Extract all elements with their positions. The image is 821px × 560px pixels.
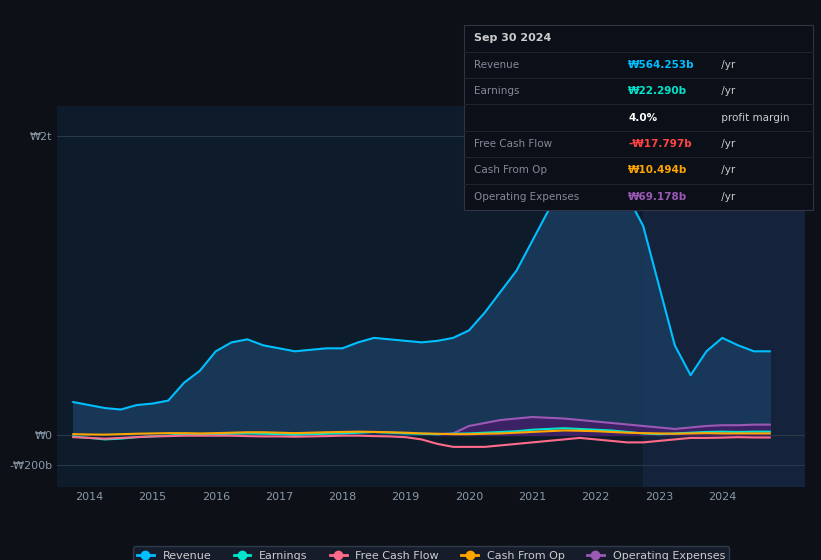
Text: profit margin: profit margin xyxy=(718,113,790,123)
Text: Sep 30 2024: Sep 30 2024 xyxy=(474,34,551,44)
Text: ₩10.494b: ₩10.494b xyxy=(628,165,687,175)
Text: -₩17.797b: -₩17.797b xyxy=(628,139,692,149)
Text: 4.0%: 4.0% xyxy=(628,113,657,123)
Text: Cash From Op: Cash From Op xyxy=(474,165,547,175)
Bar xyxy=(643,106,805,487)
Text: /yr: /yr xyxy=(718,86,736,96)
Text: /yr: /yr xyxy=(718,139,736,149)
Text: ₩22.290b: ₩22.290b xyxy=(628,86,687,96)
Text: Free Cash Flow: Free Cash Flow xyxy=(474,139,552,149)
Text: Operating Expenses: Operating Expenses xyxy=(474,192,579,202)
Legend: Revenue, Earnings, Free Cash Flow, Cash From Op, Operating Expenses: Revenue, Earnings, Free Cash Flow, Cash … xyxy=(133,547,729,560)
Text: Earnings: Earnings xyxy=(474,86,519,96)
Text: /yr: /yr xyxy=(718,192,736,202)
Text: ₩69.178b: ₩69.178b xyxy=(628,192,687,202)
Text: ₩564.253b: ₩564.253b xyxy=(628,60,695,70)
Text: /yr: /yr xyxy=(718,60,736,70)
Text: /yr: /yr xyxy=(718,165,736,175)
Text: Revenue: Revenue xyxy=(474,60,519,70)
